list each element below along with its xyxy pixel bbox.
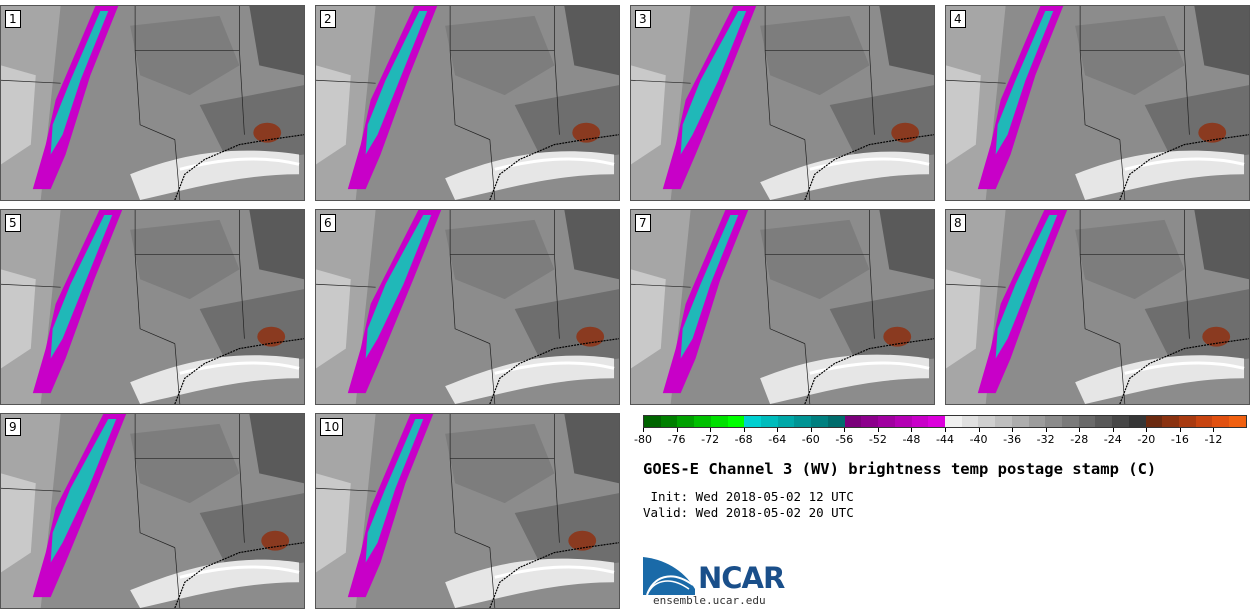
- colorbar-tick-label: -32: [1026, 428, 1066, 446]
- colorbar-tick-label: -68: [724, 428, 764, 446]
- map-panel-10: 10: [315, 413, 620, 609]
- colorbar-swatch: [710, 416, 728, 427]
- map-panel-1: 1: [0, 5, 305, 201]
- colorbar-swatch: [1112, 416, 1129, 427]
- map-panel-6: 6: [315, 209, 620, 405]
- colorbar-swatch: [827, 416, 845, 427]
- chart-title: GOES-E Channel 3 (WV) brightness temp po…: [643, 460, 1157, 478]
- colorbar-tick-label: -80: [623, 428, 663, 446]
- colorbar-tick-label: -52: [858, 428, 898, 446]
- colorbar-swatch: [1061, 416, 1079, 427]
- colorbar-tick-label: -28: [1059, 428, 1099, 446]
- colorbar-tick-label: -60: [791, 428, 831, 446]
- colorbar-tick-label: -72: [690, 428, 730, 446]
- colorbar-tick-label: -64: [757, 428, 797, 446]
- colorbar: [643, 415, 1247, 428]
- colorbar-ticks: -80 -76 -72 -68 -64 -60 -56 -52 -48 -44 -40 -36 -32-…: [634, 428, 1247, 450]
- map-panel-5: 5: [0, 209, 305, 405]
- colorbar-swatch: [928, 416, 945, 427]
- colorbar-swatch: [794, 416, 812, 427]
- colorbar-swatch: [777, 416, 795, 427]
- colorbar-tick-label: -40: [959, 428, 999, 446]
- panel-number-label: 4: [950, 10, 966, 28]
- panel-number-label: 1: [5, 10, 21, 28]
- colorbar-swatch: [694, 416, 711, 427]
- panel-number-label: 8: [950, 214, 966, 232]
- map-panel-9: 9: [0, 413, 305, 609]
- colorbar-swatch: [894, 416, 912, 427]
- colorbar-swatch: [1128, 416, 1146, 427]
- colorbar-swatch: [727, 416, 745, 427]
- colorbar-swatch: [961, 416, 979, 427]
- colorbar-swatch: [644, 416, 661, 427]
- colorbar-tick-label: -44: [925, 428, 965, 446]
- colorbar-swatch: [1095, 416, 1113, 427]
- colorbar-tick-label: -36: [992, 428, 1032, 446]
- colorbar-swatch: [660, 416, 678, 427]
- colorbar-tick-label: -76: [657, 428, 697, 446]
- colorbar-swatch: [1179, 416, 1196, 427]
- colorbar-swatch: [844, 416, 862, 427]
- colorbar-swatch: [1229, 416, 1246, 427]
- map-panel-3: 3: [630, 5, 935, 201]
- panel-number-label: 5: [5, 214, 21, 232]
- colorbar-swatch: [1028, 416, 1046, 427]
- ncar-logo-icon: [643, 557, 695, 595]
- panel-number-label: 10: [320, 418, 344, 436]
- colorbar-tick-label: -56: [824, 428, 864, 446]
- colorbar-swatch: [861, 416, 879, 427]
- colorbar-tick-label: -24: [1093, 428, 1133, 446]
- map-panel-7: 7: [630, 209, 935, 405]
- map-panel-8: 8: [945, 209, 1250, 405]
- colorbar-swatch: [811, 416, 828, 427]
- colorbar-swatch: [1212, 416, 1230, 427]
- colorbar-swatch: [1195, 416, 1213, 427]
- panel-number-label: 2: [320, 10, 336, 28]
- logo-text: NCAR: [698, 561, 785, 595]
- panel-number-label: 7: [635, 214, 651, 232]
- colorbar-swatch: [944, 416, 962, 427]
- panel-number-label: 6: [320, 214, 336, 232]
- colorbar-tick-label: -16: [1160, 428, 1200, 446]
- colorbar-swatch: [677, 416, 695, 427]
- colorbar-swatch: [1145, 416, 1163, 427]
- colorbar-swatch: [1078, 416, 1096, 427]
- colorbar-swatch: [978, 416, 996, 427]
- logo-url: ensemble.ucar.edu: [653, 594, 766, 607]
- colorbar-swatch: [995, 416, 1012, 427]
- map-panel-4: 4: [945, 5, 1250, 201]
- valid-time: Valid: Wed 2018-05-02 20 UTC: [643, 505, 854, 520]
- colorbar-swatch: [744, 416, 762, 427]
- colorbar-swatch: [878, 416, 895, 427]
- colorbar-tick-label: -20: [1126, 428, 1166, 446]
- colorbar-swatch: [1045, 416, 1062, 427]
- colorbar-swatch: [1162, 416, 1179, 427]
- colorbar-swatch: [911, 416, 929, 427]
- colorbar-swatch: [1011, 416, 1029, 427]
- colorbar-tick-label: -12: [1193, 428, 1233, 446]
- init-time: Init: Wed 2018-05-02 12 UTC: [643, 489, 854, 504]
- map-panel-2: 2: [315, 5, 620, 201]
- colorbar-swatch: [761, 416, 778, 427]
- panel-number-label: 3: [635, 10, 651, 28]
- colorbar-tick-label: -48: [891, 428, 931, 446]
- panel-number-label: 9: [5, 418, 21, 436]
